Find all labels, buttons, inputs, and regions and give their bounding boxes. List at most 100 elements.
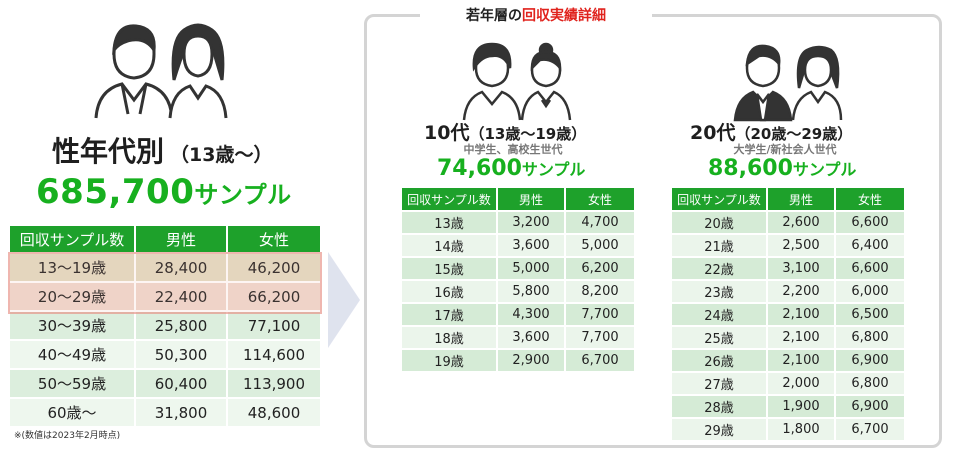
age-cell: 40〜49歳 (10, 339, 136, 368)
female-cell: 6,400 (836, 233, 904, 256)
female-cell: 114,600 (228, 339, 320, 368)
male-cell: 60,400 (136, 368, 228, 397)
age-cell: 50〜59歳 (10, 368, 136, 397)
header-cell: 女性 (566, 188, 634, 210)
female-cell: 5,000 (566, 233, 634, 256)
table-row: 27歳 2,000 6,800 (672, 371, 904, 394)
age-cell: 13〜19歳 (10, 252, 136, 281)
age-cell: 20〜29歳 (10, 281, 136, 310)
header-cell: 回収サンプル数 (10, 226, 136, 252)
male-cell: 50,300 (136, 339, 228, 368)
twenties-total-number: 88,600 (708, 156, 793, 181)
twenties-title-text: 20代 (690, 122, 736, 144)
male-cell: 3,600 (498, 233, 566, 256)
teen-title-sub: （13歳〜19歳） (469, 125, 587, 143)
teen-total-number: 74,600 (437, 156, 522, 181)
age-cell: 22歳 (672, 256, 768, 279)
male-cell: 5,000 (498, 256, 566, 279)
age-cell: 26歳 (672, 348, 768, 371)
male-cell: 3,200 (498, 210, 566, 233)
table-row: 13〜19歳 28,400 46,200 (10, 252, 320, 281)
table-row: 28歳 1,900 6,900 (672, 394, 904, 417)
female-cell: 6,600 (836, 256, 904, 279)
male-cell: 2,500 (768, 233, 836, 256)
table-row: 25歳 2,100 6,800 (672, 325, 904, 348)
age-cell: 24歳 (672, 302, 768, 325)
businessman-icon (735, 46, 791, 120)
table-row: 14歳 3,600 5,000 (402, 233, 634, 256)
female-cell: 6,200 (566, 256, 634, 279)
male-cell: 25,800 (136, 310, 228, 339)
panel-title-highlight: 回収実績詳細 (522, 8, 606, 24)
male-cell: 1,900 (768, 394, 836, 417)
age-cell: 23歳 (672, 279, 768, 302)
boy-icon (464, 44, 520, 120)
female-cell: 7,700 (566, 325, 634, 348)
table-row: 20歳 2,600 6,600 (672, 210, 904, 233)
table-row: 17歳 4,300 7,700 (402, 302, 634, 325)
main-title-sub: （13歳〜） (170, 144, 273, 166)
female-cell: 48,600 (228, 397, 320, 426)
age-cell: 19歳 (402, 348, 498, 371)
female-cell: 8,200 (566, 279, 634, 302)
male-cell: 5,800 (498, 279, 566, 302)
age-cell: 13歳 (402, 210, 498, 233)
table-row: 50〜59歳 60,400 113,900 (10, 368, 320, 397)
age-cell: 14歳 (402, 233, 498, 256)
teen-total-unit: サンプル (521, 160, 586, 179)
table-row: 30〜39歳 25,800 77,100 (10, 310, 320, 339)
male-cell: 2,100 (768, 348, 836, 371)
age-cell: 15歳 (402, 256, 498, 279)
header-cell: 女性 (228, 226, 320, 252)
table-row: 22歳 3,100 6,600 (672, 256, 904, 279)
main-total-number: 685,700 (36, 172, 195, 212)
table-header-row: 回収サンプル数 男性 女性 (672, 188, 904, 210)
male-cell: 22,400 (136, 281, 228, 310)
table-header-row: 回収サンプル数 男性 女性 (402, 188, 634, 210)
age-cell: 25歳 (672, 325, 768, 348)
table-row: 18歳 3,600 7,700 (402, 325, 634, 348)
teen-total: 74,600サンプル (437, 156, 585, 181)
female-cell: 77,100 (228, 310, 320, 339)
female-cell: 6,900 (836, 394, 904, 417)
table-row: 16歳 5,800 8,200 (402, 279, 634, 302)
main-total: 685,700サンプル (36, 172, 292, 212)
female-cell: 6,600 (836, 210, 904, 233)
arrow-right-icon (328, 252, 360, 348)
table-row: 29歳 1,800 6,700 (672, 417, 904, 440)
table-row: 21歳 2,500 6,400 (672, 233, 904, 256)
female-cell: 4,700 (566, 210, 634, 233)
twenties-title-sub: （20歳〜29歳） (735, 125, 853, 143)
man-icon (96, 26, 172, 118)
panel-title-prefix: 若年層の (466, 8, 522, 24)
age-cell: 17歳 (402, 302, 498, 325)
businesswoman-icon (793, 47, 841, 120)
male-cell: 2,100 (768, 325, 836, 348)
age-cell: 60歳〜 (10, 397, 136, 426)
female-cell: 6,800 (836, 371, 904, 394)
twenties-sample-table: 回収サンプル数 男性 女性 20歳 2,600 6,600 21歳 2,500 6,40… (672, 188, 904, 440)
girl-icon (522, 44, 570, 120)
age-cell: 16歳 (402, 279, 498, 302)
youth-detail-panel (364, 14, 942, 448)
age-cell: 29歳 (672, 417, 768, 440)
age-cell: 21歳 (672, 233, 768, 256)
male-cell: 2,000 (768, 371, 836, 394)
male-cell: 2,100 (768, 302, 836, 325)
header-cell: 回収サンプル数 (402, 188, 498, 210)
male-cell: 31,800 (136, 397, 228, 426)
male-cell: 4,300 (498, 302, 566, 325)
female-cell: 6,800 (836, 325, 904, 348)
main-title-text: 性年代別 (52, 135, 165, 168)
male-cell: 3,100 (768, 256, 836, 279)
age-cell: 20歳 (672, 210, 768, 233)
teen-title-text: 10代 (424, 122, 470, 144)
teen-title: 10代（13歳〜19歳） (424, 118, 586, 145)
main-title: 性年代別 （13歳〜） (52, 130, 272, 170)
table-row: 23歳 2,200 6,000 (672, 279, 904, 302)
age-cell: 18歳 (402, 325, 498, 348)
twenties-illustration (733, 42, 843, 122)
table-row: 24歳 2,100 6,500 (672, 302, 904, 325)
female-cell: 6,900 (836, 348, 904, 371)
main-sample-table: 回収サンプル数 男性 女性 13〜19歳 28,400 46,200 20〜29… (10, 226, 320, 426)
